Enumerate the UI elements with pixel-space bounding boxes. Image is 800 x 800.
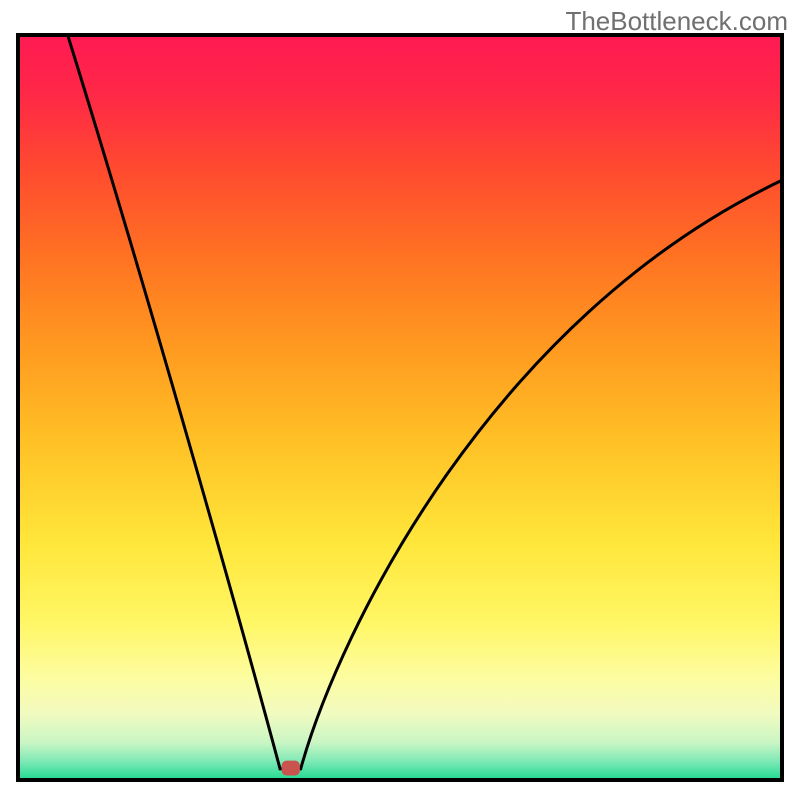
watermark-text: TheBottleneck.com (565, 6, 788, 37)
plot-background (18, 35, 782, 780)
chart-container: TheBottleneck.com (0, 0, 800, 800)
chart-svg (0, 0, 800, 800)
minimum-marker (282, 761, 300, 776)
